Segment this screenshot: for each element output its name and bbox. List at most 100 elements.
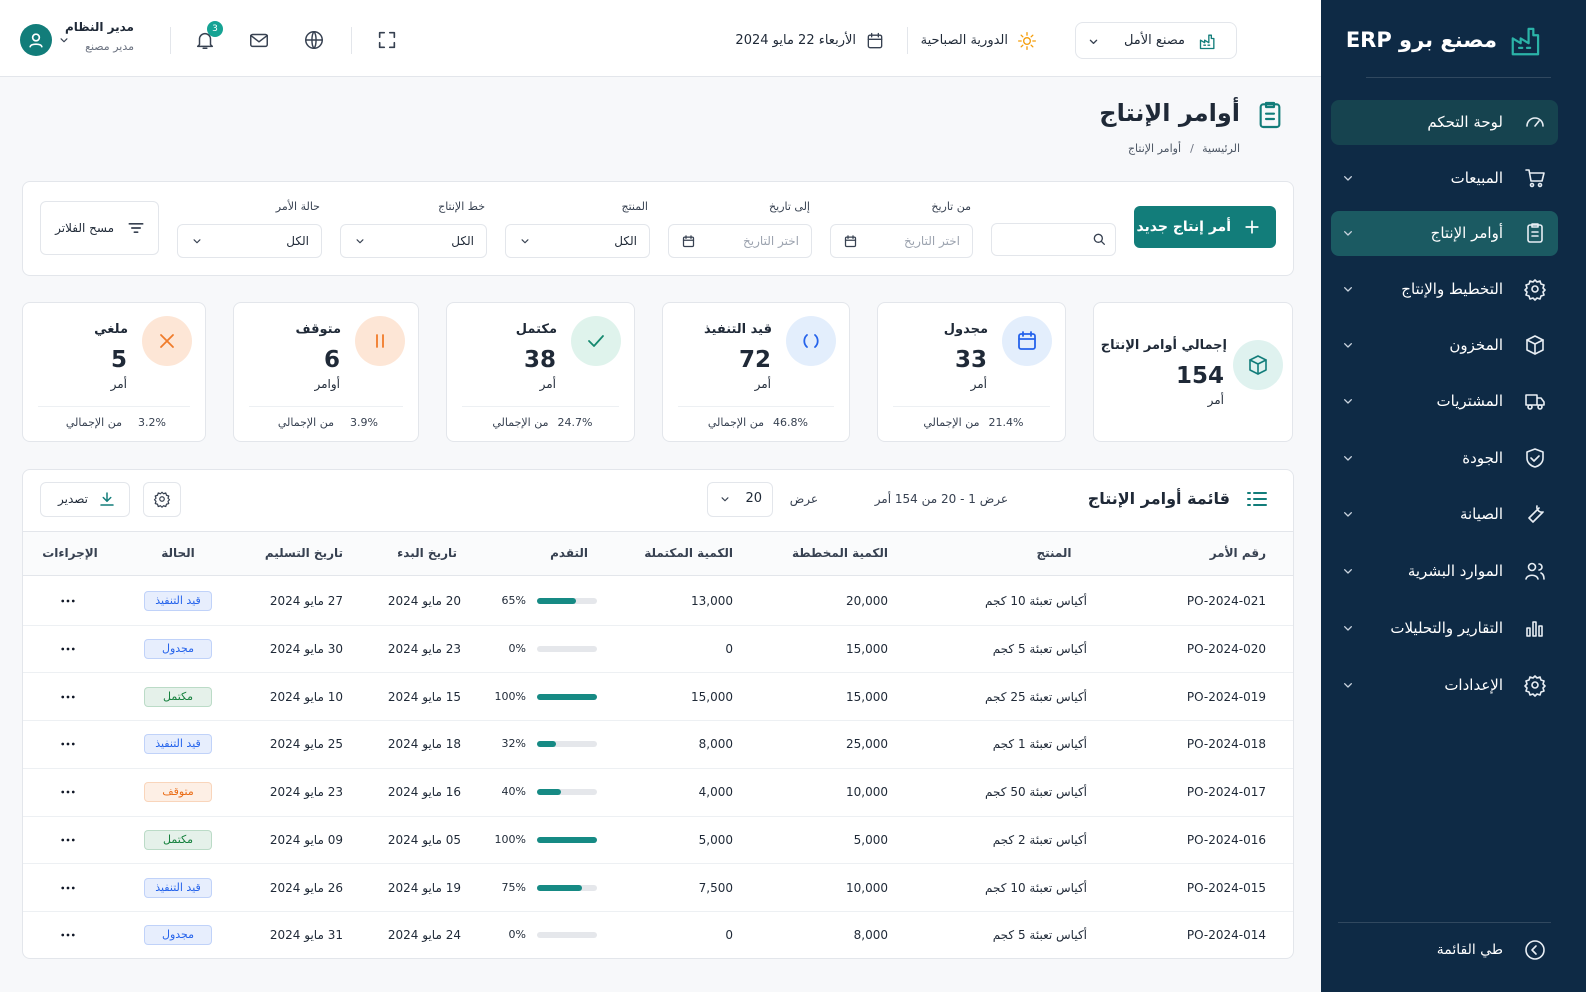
stat-percent: 24.7%: [557, 416, 593, 429]
nav-item[interactable]: لوحة التحكم: [1427, 113, 1503, 131]
planned-qty: 20,000: [846, 594, 888, 608]
nav-item[interactable]: الجودة: [1462, 449, 1503, 467]
order-id[interactable]: PO-2024-016: [1186, 832, 1266, 847]
stat-label: مجدول: [943, 322, 988, 337]
nav-item[interactable]: المشتريات: [1436, 392, 1503, 410]
collapse-menu[interactable]: طي القائمة: [1436, 942, 1503, 958]
row-actions[interactable]: [59, 783, 77, 801]
filter-label: خط الإنتاج: [438, 200, 485, 213]
export-button[interactable]: [40, 482, 130, 517]
icon-shape: [61, 742, 65, 746]
notifications-button[interactable]: [194, 29, 216, 51]
icon-shape: [1525, 563, 1545, 580]
filter-label: حالة الأمر: [275, 200, 320, 213]
icon-shape: [1344, 511, 1352, 517]
product: أكياس تعبئة 50 كجم: [985, 785, 1087, 799]
chevron: [356, 239, 364, 244]
product: أكياس تعبئة 5 كجم: [992, 641, 1087, 656]
row-divider: [23, 720, 1293, 721]
order-id[interactable]: PO-2024-017: [1186, 785, 1266, 799]
nav-item[interactable]: أوامر الإنتاج: [1430, 224, 1503, 242]
nav-item[interactable]: المخزون: [1449, 336, 1503, 354]
search-input[interactable]: [991, 223, 1116, 256]
nav-item[interactable]: الموارد البشرية: [1407, 562, 1503, 580]
collapse-icon: [1525, 940, 1545, 960]
icon-shape: [1245, 220, 1259, 234]
row-actions[interactable]: [59, 926, 77, 944]
row-actions[interactable]: [59, 640, 77, 658]
status-label: مكتمل: [163, 689, 193, 703]
order-id[interactable]: PO-2024-014: [1186, 928, 1266, 943]
page-size-select[interactable]: [707, 482, 773, 517]
row-actions[interactable]: [59, 735, 77, 753]
row-actions[interactable]: [59, 879, 77, 897]
icon-shape: [1524, 675, 1546, 697]
sidebar: [1321, 0, 1586, 992]
end-date: 30 مايو 2024: [269, 641, 343, 656]
order-id[interactable]: PO-2024-020: [1186, 641, 1266, 656]
stat-icon: [1018, 331, 1036, 350]
stat-share-label: من الإجمالي: [277, 416, 334, 429]
filter-input[interactable]: [340, 224, 487, 258]
icon-shape: [1344, 176, 1352, 181]
stat-unit: أمر: [110, 377, 127, 391]
icon-shape: [378, 31, 396, 49]
filter-input[interactable]: [505, 224, 650, 258]
stat-label: ملغي: [94, 322, 128, 337]
status-label: مكتمل: [163, 832, 193, 846]
mail-button[interactable]: [248, 29, 270, 51]
filter-label: المنتج: [621, 200, 648, 213]
stat-divider: [38, 406, 190, 407]
order-id[interactable]: PO-2024-019: [1186, 689, 1266, 704]
row-actions[interactable]: [59, 592, 77, 610]
nav-item[interactable]: المبيعات: [1450, 169, 1503, 187]
icon-shape: [1344, 343, 1352, 348]
filter-input[interactable]: [177, 224, 322, 258]
planned-qty: 5,000: [853, 832, 888, 847]
progress-label: 32%: [501, 737, 526, 751]
brand-name: مصنع برو ERP: [1345, 28, 1497, 52]
icon-shape: [1344, 456, 1352, 461]
settings-button[interactable]: [143, 482, 181, 517]
nav-item[interactable]: الصيانة: [1459, 505, 1503, 523]
page-title: أوامر الإنتاج: [1099, 99, 1240, 127]
row-actions[interactable]: [59, 831, 77, 849]
row-actions[interactable]: [59, 688, 77, 706]
fullscreen-button[interactable]: [376, 29, 398, 51]
icon-shape: [193, 239, 201, 244]
status-badge: [144, 591, 212, 611]
order-id[interactable]: PO-2024-021: [1186, 594, 1266, 608]
filter-input[interactable]: [830, 224, 973, 258]
filter-input[interactable]: [668, 224, 812, 258]
column-header: الإجراءات: [42, 546, 98, 560]
stat-divider: [249, 406, 403, 407]
nav-icon: [1526, 621, 1543, 637]
status-label: مجدول: [161, 928, 195, 942]
start-date: 05 مايو 2024: [387, 832, 461, 847]
icon-shape: [1344, 231, 1352, 236]
calendar-icon: [682, 234, 694, 247]
progress-fill: [537, 598, 576, 604]
nav-item[interactable]: التخطيط والإنتاج: [1401, 280, 1503, 298]
nav-item[interactable]: الإعدادات: [1444, 676, 1503, 694]
order-id[interactable]: PO-2024-015: [1186, 880, 1266, 895]
progress-fill: [537, 884, 582, 891]
stat-unit: أمر: [754, 377, 771, 391]
end-date: 25 مايو 2024: [269, 737, 343, 752]
calendar-icon: [844, 234, 856, 247]
chevron: [60, 38, 68, 43]
language-button[interactable]: [303, 29, 325, 51]
breadcrumb[interactable]: الرئيسية: [1202, 142, 1240, 155]
factory-select[interactable]: [1075, 22, 1237, 59]
stat-divider: [678, 406, 834, 407]
status-badge: [144, 829, 212, 850]
icon-shape: [66, 838, 70, 842]
order-id[interactable]: PO-2024-018: [1186, 737, 1266, 752]
filter-icon: [128, 223, 144, 233]
progress-track: [537, 741, 597, 748]
product: أكياس تعبئة 10 كجم: [985, 594, 1087, 608]
factory-icon: [1199, 34, 1215, 50]
nav-item[interactable]: التقارير والتحليلات: [1390, 619, 1503, 637]
plus-icon: [1245, 220, 1259, 234]
divider: [170, 27, 171, 54]
